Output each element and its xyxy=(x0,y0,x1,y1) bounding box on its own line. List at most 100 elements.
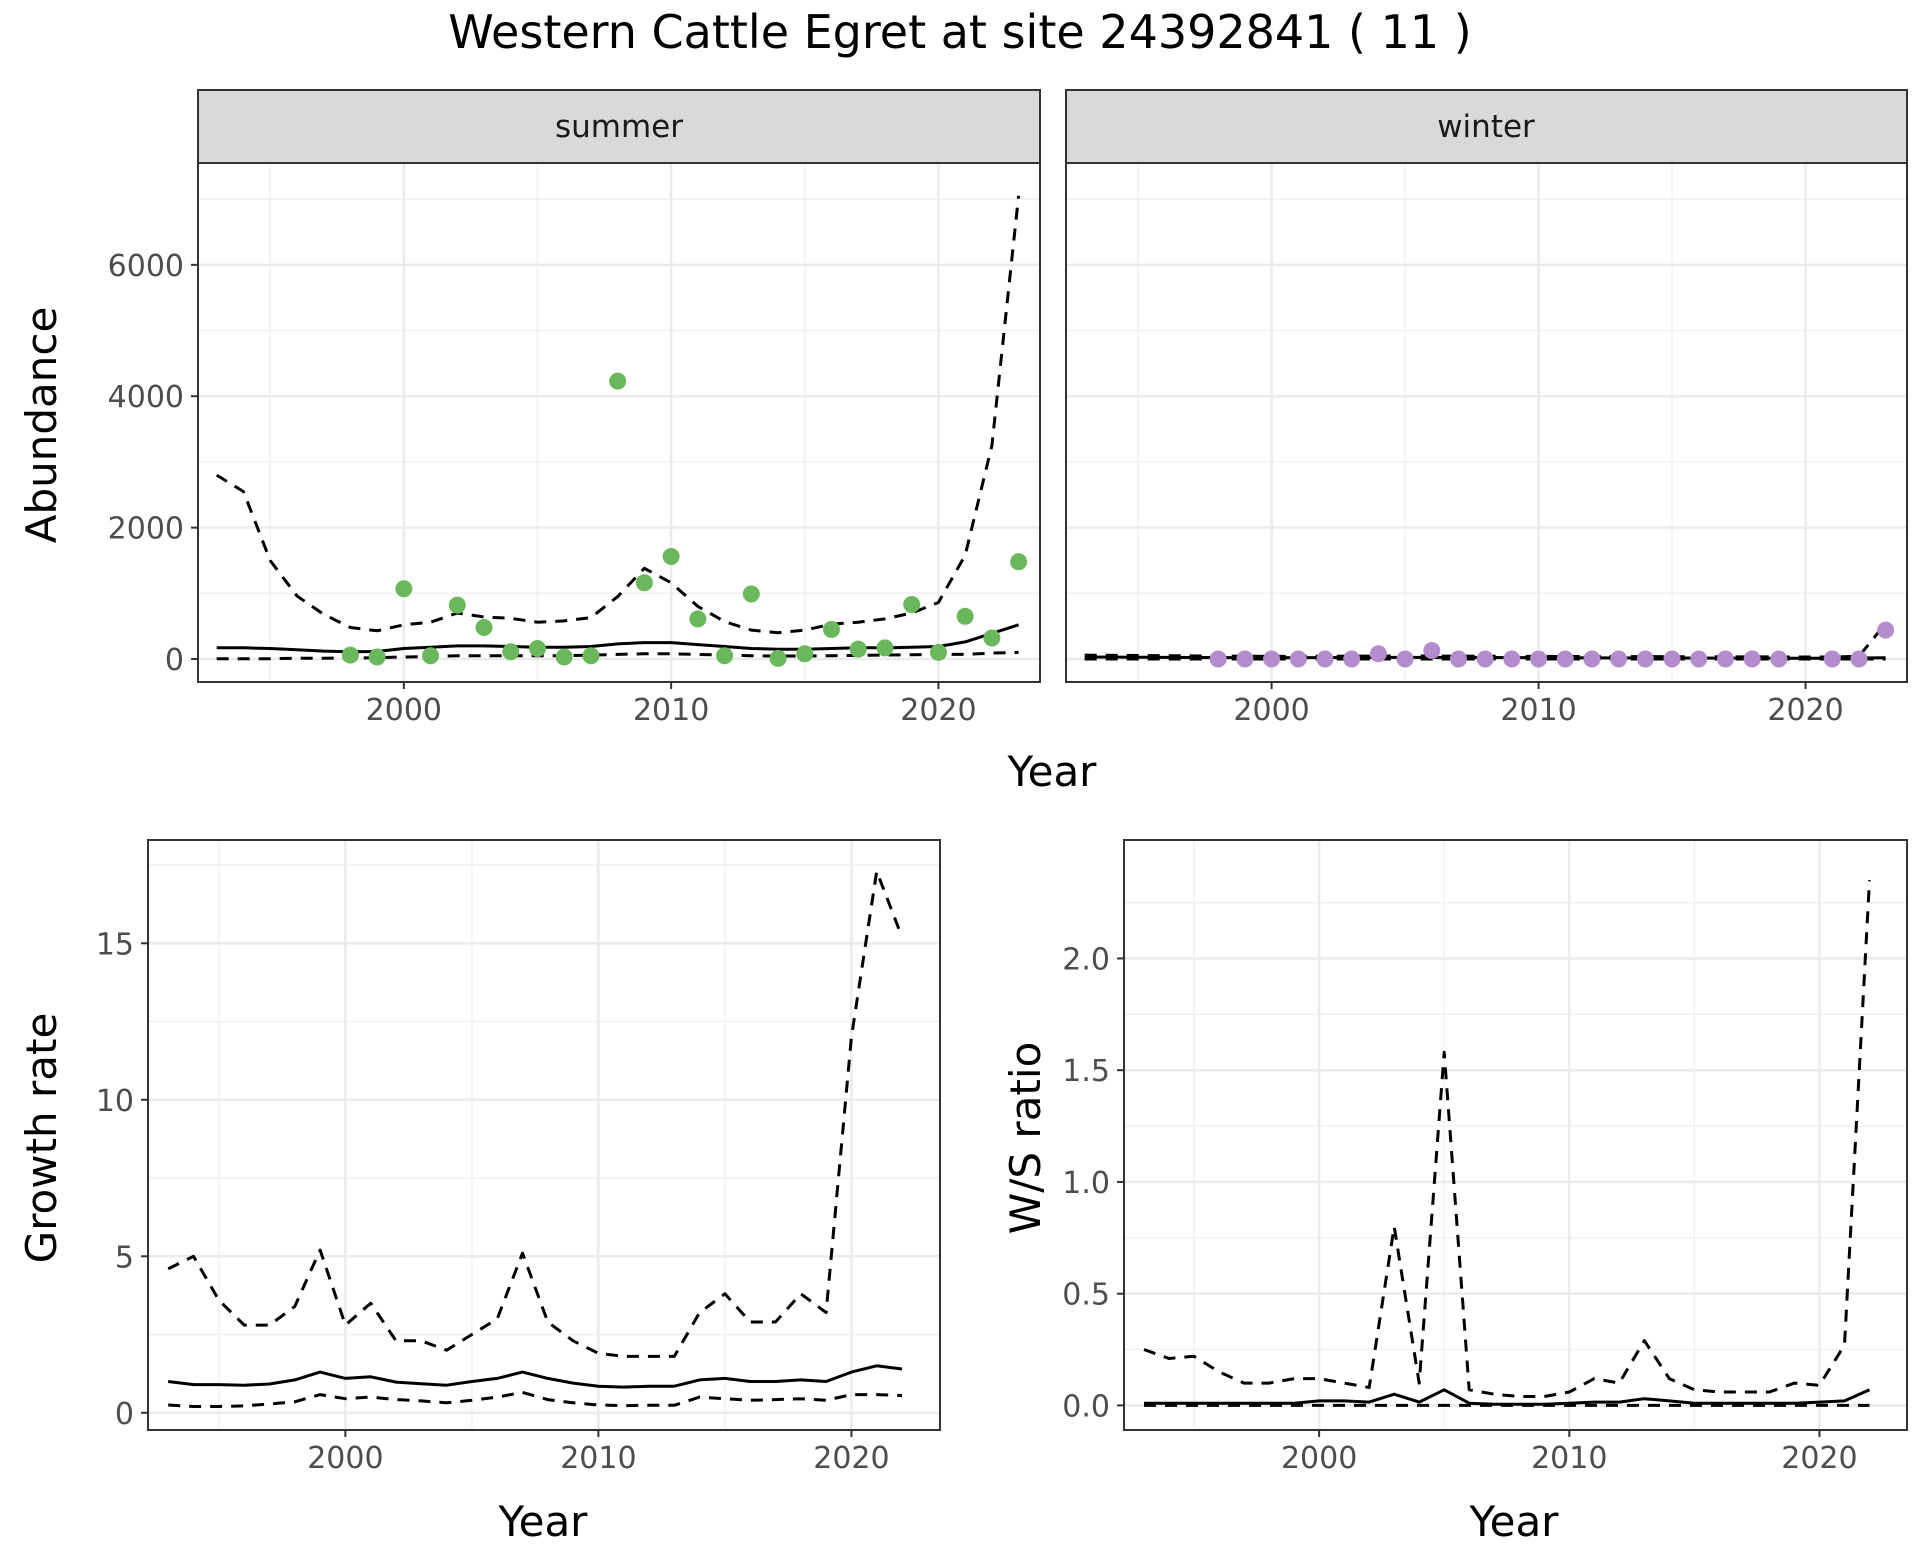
summer-data-point xyxy=(368,648,386,666)
growth-y-tick-label: 5 xyxy=(115,1240,134,1275)
panel-summer: summer 2000 2010 2020 0 2000 4000 6000 xyxy=(108,89,1041,728)
growth-plot-bg xyxy=(148,840,940,1430)
strip-summer-bg xyxy=(197,89,1041,164)
growth-y-tick-label: 0 xyxy=(115,1397,134,1432)
summer-data-point xyxy=(849,640,867,658)
ratio-y-axis-title: W/S ratio xyxy=(1001,1042,1050,1235)
summer-data-point xyxy=(635,574,653,592)
winter-plot-bg xyxy=(1066,163,1907,682)
winter-data-point xyxy=(1850,650,1868,668)
ratio-y-tick-label: 0.0 xyxy=(1062,1389,1110,1424)
summer-data-point xyxy=(422,647,440,665)
winter-data-point xyxy=(1877,621,1895,639)
winter-data-point xyxy=(1316,650,1334,668)
summer-data-point xyxy=(528,639,546,657)
summer-data-point xyxy=(341,646,359,664)
ratio-x-tick-label: 2010 xyxy=(1531,1441,1607,1476)
ratio-x-tick-label: 2000 xyxy=(1281,1441,1357,1476)
ratio-y-tick-label: 1.0 xyxy=(1062,1166,1110,1201)
ratio-x-axis-title: Year xyxy=(1469,1497,1560,1546)
summer-y-tick-label: 0 xyxy=(165,643,184,678)
winter-data-point xyxy=(1663,650,1681,668)
ratio-plot-bg xyxy=(1124,840,1907,1430)
winter-data-point xyxy=(1583,650,1601,668)
strip-summer-label: summer xyxy=(555,109,683,145)
winter-data-point xyxy=(1396,650,1414,668)
winter-data-point xyxy=(1556,650,1574,668)
summer-y-tick-label: 2000 xyxy=(108,512,184,547)
top-x-axis-title: Year xyxy=(1007,747,1098,796)
summer-data-point xyxy=(1010,553,1028,571)
growth-x-tick-label: 2000 xyxy=(307,1441,383,1476)
growth-y-tick-label: 10 xyxy=(96,1084,134,1119)
winter-data-point xyxy=(1423,641,1441,659)
summer-x-tick-label: 2000 xyxy=(366,693,442,728)
summer-data-point xyxy=(903,595,921,613)
summer-y-tick-label: 4000 xyxy=(108,380,184,415)
ratio-dashed-line xyxy=(1143,880,1871,1398)
panel-winter: winter 2000 2010 2020 xyxy=(1065,89,1908,728)
winter-x-tick-label: 2000 xyxy=(1233,693,1309,728)
summer-data-point xyxy=(689,610,707,628)
ratio-y-tick-label: 1.5 xyxy=(1062,1054,1110,1089)
summer-data-point xyxy=(448,596,466,614)
growth-y-axis-title: Growth rate xyxy=(17,1013,66,1264)
growth-solid-line xyxy=(168,1364,903,1389)
summer-data-point xyxy=(662,548,680,566)
ratio-y-tick-label: 2.0 xyxy=(1062,942,1110,977)
winter-x-tick-label: 2020 xyxy=(1767,693,1843,728)
summer-data-point xyxy=(769,649,787,667)
summer-data-point xyxy=(823,620,841,638)
summer-data-point xyxy=(716,647,734,665)
winter-data-point xyxy=(1770,650,1788,668)
summer-data-point xyxy=(876,639,894,657)
growth-panel-border xyxy=(147,839,941,1431)
plot-ws-ratio: 2000 2010 2020 0.0 0.5 1.0 1.5 2.0 xyxy=(1062,839,1908,1476)
chart-title: Western Cattle Egret at site 24392841 ( … xyxy=(448,5,1471,59)
growth-x-axis-title: Year xyxy=(498,1497,589,1546)
winter-data-point xyxy=(1716,650,1734,668)
summer-dashed-line xyxy=(215,195,1021,635)
winter-data-point xyxy=(1823,650,1841,668)
summer-data-point xyxy=(395,580,413,598)
summer-x-tick-label: 2010 xyxy=(633,693,709,728)
winter-data-point xyxy=(1610,650,1628,668)
ratio-panel-border xyxy=(1123,839,1908,1431)
winter-panel-border xyxy=(1065,162,1908,683)
plot-winter: 2000 2010 2020 xyxy=(1065,162,1908,728)
winter-data-point xyxy=(1263,650,1281,668)
summer-data-point xyxy=(796,645,814,663)
winter-data-point xyxy=(1289,650,1307,668)
growth-dashed-line xyxy=(167,869,904,1358)
growth-x-tick-label: 2010 xyxy=(560,1441,636,1476)
winter-data-point xyxy=(1209,650,1227,668)
plot-summer: 2000 2010 2020 0 2000 4000 6000 xyxy=(108,162,1041,728)
summer-data-point xyxy=(609,372,627,390)
summer-data-point xyxy=(555,648,573,666)
summer-data-point xyxy=(502,643,520,661)
winter-data-point xyxy=(1369,645,1387,663)
winter-data-point xyxy=(1449,650,1467,668)
winter-data-point xyxy=(1503,650,1521,668)
top-y-axis-title: Abundance xyxy=(17,307,66,544)
winter-x-tick-label: 2010 xyxy=(1500,693,1576,728)
summer-data-point xyxy=(956,607,974,625)
summer-data-point xyxy=(929,643,947,661)
plot-growth-rate: 2000 2010 2020 0 5 10 15 xyxy=(96,839,941,1476)
strip-winter-label: winter xyxy=(1437,109,1535,145)
winter-data-point xyxy=(1743,650,1761,668)
ratio-x-tick-label: 2020 xyxy=(1781,1441,1857,1476)
ratio-y-tick-label: 0.5 xyxy=(1062,1278,1110,1313)
winter-data-point xyxy=(1343,650,1361,668)
summer-x-tick-label: 2020 xyxy=(900,693,976,728)
growth-y-tick-label: 15 xyxy=(96,927,134,962)
summer-data-point xyxy=(742,585,760,603)
summer-data-point xyxy=(983,629,1001,647)
summer-data-point xyxy=(475,618,493,636)
winter-data-point xyxy=(1476,650,1494,668)
summer-panel-border xyxy=(197,162,1041,683)
growth-x-tick-label: 2020 xyxy=(813,1441,889,1476)
winter-data-point xyxy=(1636,650,1654,668)
summer-y-tick-label: 6000 xyxy=(108,249,184,284)
